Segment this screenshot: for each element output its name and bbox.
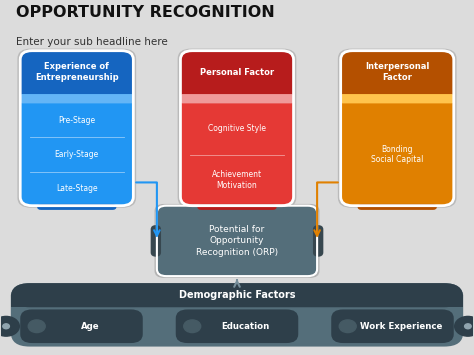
FancyBboxPatch shape [157, 206, 317, 276]
Circle shape [455, 316, 474, 336]
FancyBboxPatch shape [20, 94, 133, 103]
Text: Bonding
Social Capital: Bonding Social Capital [371, 145, 423, 164]
Bar [20, 72, 133, 94]
Text: Cognitive Style: Cognitive Style [208, 125, 266, 133]
FancyBboxPatch shape [20, 51, 133, 206]
FancyBboxPatch shape [341, 94, 454, 103]
Text: Age: Age [81, 322, 100, 331]
FancyBboxPatch shape [11, 283, 463, 346]
FancyBboxPatch shape [341, 51, 454, 206]
FancyBboxPatch shape [11, 283, 463, 307]
Bar [341, 72, 454, 94]
FancyBboxPatch shape [197, 204, 277, 210]
Circle shape [465, 324, 471, 329]
Text: Pre-Stage: Pre-Stage [58, 116, 95, 125]
Bar [181, 72, 293, 94]
Text: Achievement
Motivation: Achievement Motivation [212, 170, 262, 190]
FancyBboxPatch shape [155, 204, 319, 278]
Bar [11, 296, 463, 307]
FancyBboxPatch shape [313, 225, 323, 257]
Circle shape [184, 320, 201, 333]
Text: Education: Education [221, 322, 270, 331]
Circle shape [0, 316, 19, 336]
FancyBboxPatch shape [151, 225, 161, 257]
FancyBboxPatch shape [331, 310, 454, 343]
FancyBboxPatch shape [181, 51, 293, 94]
Text: Late-Stage: Late-Stage [56, 184, 98, 193]
FancyBboxPatch shape [357, 204, 437, 210]
Text: Personal Factor: Personal Factor [200, 68, 274, 77]
Text: Work Experience: Work Experience [360, 322, 442, 331]
Circle shape [339, 320, 356, 333]
FancyBboxPatch shape [176, 310, 298, 343]
FancyBboxPatch shape [37, 204, 117, 210]
Text: Interpersonal
Factor: Interpersonal Factor [365, 62, 429, 82]
Text: OPPORTUNITY RECOGNITION: OPPORTUNITY RECOGNITION [16, 5, 274, 20]
FancyBboxPatch shape [338, 49, 456, 208]
Text: Demographic Factors: Demographic Factors [179, 290, 295, 300]
Circle shape [28, 320, 45, 333]
FancyBboxPatch shape [20, 310, 143, 343]
FancyBboxPatch shape [341, 51, 454, 94]
Text: Early-Stage: Early-Stage [55, 150, 99, 159]
FancyBboxPatch shape [181, 51, 293, 206]
FancyBboxPatch shape [181, 94, 293, 103]
FancyBboxPatch shape [178, 49, 296, 208]
Text: Potential for
Opportunity
Recognition (ORP): Potential for Opportunity Recognition (O… [196, 225, 278, 257]
Text: Enter your sub headline here: Enter your sub headline here [16, 37, 167, 47]
Circle shape [3, 324, 9, 329]
Text: Experience of
Entrepreneurship: Experience of Entrepreneurship [35, 62, 118, 82]
FancyBboxPatch shape [20, 51, 133, 94]
FancyBboxPatch shape [18, 49, 136, 208]
